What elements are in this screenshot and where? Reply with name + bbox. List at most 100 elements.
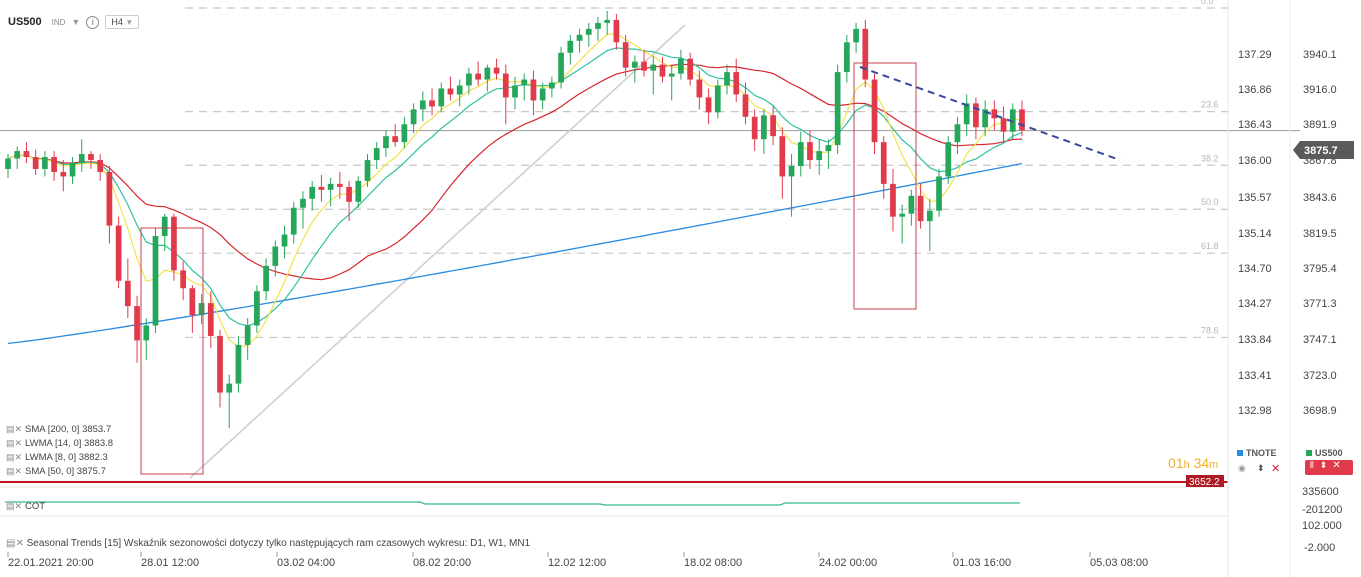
candle bbox=[88, 154, 94, 161]
indicator-lwma8[interactable]: ▤✕ LWMA [8, 0] 3882.3 bbox=[6, 452, 108, 463]
candle bbox=[69, 163, 76, 177]
candle bbox=[1019, 109, 1025, 131]
eye-icon[interactable]: ◉ bbox=[1238, 463, 1246, 473]
x-axis-tick: 03.02 04:00 bbox=[277, 557, 335, 569]
x-axis-tick: 24.02 00:00 bbox=[819, 557, 877, 569]
seasonal-trends-note: ▤✕ Seasonal Trends [15] Wskaźnik sezonow… bbox=[6, 538, 530, 549]
tnote-panel-label[interactable]: TNOTE bbox=[1237, 448, 1277, 458]
chevron-down-icon[interactable]: ▼ bbox=[71, 17, 81, 27]
candle bbox=[373, 148, 380, 161]
timeframe-label: H4 bbox=[111, 17, 123, 27]
candle bbox=[982, 109, 988, 128]
candle bbox=[429, 100, 435, 107]
seasonal-text: Seasonal Trends [15] Wskaźnik sezonowośc… bbox=[26, 538, 531, 549]
indicator-cot[interactable]: ▤✕ COT bbox=[6, 501, 45, 512]
bond-axis-tick: 132.98 bbox=[1238, 405, 1272, 417]
candle bbox=[724, 72, 730, 86]
bond-axis-tick: 136.86 bbox=[1238, 84, 1272, 96]
candle bbox=[124, 280, 131, 307]
cot-line bbox=[5, 501, 1020, 506]
candle bbox=[797, 142, 804, 166]
candle bbox=[926, 210, 933, 222]
candle bbox=[134, 306, 140, 341]
bond-axis-tick: 133.84 bbox=[1238, 334, 1272, 346]
candle bbox=[899, 213, 906, 217]
fib-level-label: 38.2 bbox=[1201, 153, 1219, 163]
close-icon: ✕ bbox=[1332, 460, 1341, 471]
candle bbox=[631, 61, 638, 68]
us500-panel-controls[interactable]: ⫴ ⬍ ✕ bbox=[1305, 460, 1353, 475]
indicator-sma50[interactable]: ▤✕ SMA [50, 0] 3875.7 bbox=[6, 466, 106, 477]
candle bbox=[327, 183, 334, 190]
fib-level-label: 78.6 bbox=[1201, 325, 1219, 335]
timeframe-selector[interactable]: H4 ▼ bbox=[105, 15, 140, 29]
settings-icon[interactable]: ▤✕ bbox=[6, 438, 23, 448]
candle bbox=[171, 216, 177, 271]
candle bbox=[530, 79, 537, 101]
candle bbox=[364, 160, 371, 181]
settings-icon[interactable]: ▤✕ bbox=[6, 466, 23, 476]
candle bbox=[659, 64, 666, 77]
settings-icon[interactable]: ▤✕ bbox=[6, 424, 23, 434]
seasonal-axis-tick: 102.000 bbox=[1302, 520, 1342, 532]
candle bbox=[917, 195, 924, 222]
bond-axis-tick: 134.27 bbox=[1238, 298, 1272, 310]
candle bbox=[687, 58, 694, 80]
candle bbox=[309, 186, 316, 199]
x-axis-tick: 22.01.2021 20:00 bbox=[8, 557, 94, 569]
settings-icon[interactable]: ▤✕ bbox=[6, 501, 23, 511]
candle bbox=[871, 79, 878, 143]
candle bbox=[991, 109, 998, 119]
candle bbox=[300, 198, 306, 208]
candle bbox=[456, 85, 463, 95]
candle-timer: 01h 34m bbox=[1168, 455, 1219, 471]
candle bbox=[180, 270, 187, 289]
candle bbox=[466, 73, 472, 86]
candle bbox=[641, 61, 647, 71]
indicator-label: LWMA [8, 0] 3882.3 bbox=[25, 452, 108, 463]
indicator-label: LWMA [14, 0] 3883.8 bbox=[25, 438, 114, 449]
price-axis-tick: 3747.1 bbox=[1303, 334, 1337, 346]
candle bbox=[853, 28, 859, 43]
us500-panel-label[interactable]: US500 bbox=[1306, 448, 1343, 458]
candle bbox=[788, 166, 795, 177]
candle bbox=[281, 234, 288, 247]
price-axis-tick: 3771.3 bbox=[1303, 298, 1337, 310]
highlight-box bbox=[140, 227, 204, 475]
candle bbox=[355, 180, 362, 202]
candle bbox=[419, 100, 426, 110]
candle bbox=[290, 207, 297, 235]
candle bbox=[834, 72, 841, 146]
bond-axis-tick: 137.29 bbox=[1238, 49, 1272, 61]
candle bbox=[936, 176, 942, 211]
indicator-label: SMA [50, 0] 3875.7 bbox=[25, 466, 106, 477]
fib-level-label: 23.6 bbox=[1201, 100, 1219, 110]
candle bbox=[42, 157, 48, 169]
sort-icon[interactable]: ⬍ bbox=[1257, 463, 1265, 473]
candle bbox=[207, 303, 214, 336]
candle bbox=[678, 58, 684, 74]
candle bbox=[567, 40, 574, 53]
indicator-sma200[interactable]: ▤✕ SMA [200, 0] 3853.7 bbox=[6, 424, 111, 435]
resistance-trendline bbox=[859, 66, 1121, 161]
candle bbox=[346, 186, 352, 202]
info-icon[interactable]: i bbox=[86, 15, 100, 29]
candle bbox=[733, 72, 740, 95]
settings-icon[interactable]: ▤✕ bbox=[6, 452, 23, 462]
candle bbox=[475, 73, 481, 80]
symbol-label[interactable]: US500 bbox=[8, 16, 42, 28]
price-axis-tick: 3698.9 bbox=[1303, 405, 1337, 417]
candle bbox=[383, 136, 389, 149]
candle bbox=[862, 28, 869, 80]
candle bbox=[502, 73, 509, 98]
bond-axis-tick: 136.00 bbox=[1238, 155, 1272, 167]
candle bbox=[198, 303, 205, 316]
close-icon[interactable]: ✕ bbox=[1271, 463, 1281, 475]
candle bbox=[1000, 118, 1007, 132]
candle bbox=[1009, 109, 1016, 132]
candle bbox=[32, 157, 39, 169]
settings-icon[interactable]: ▤✕ bbox=[6, 538, 27, 549]
indicator-lwma14[interactable]: ▤✕ LWMA [14, 0] 3883.8 bbox=[6, 438, 113, 449]
low-price-value: 3652.2 bbox=[1189, 477, 1220, 488]
